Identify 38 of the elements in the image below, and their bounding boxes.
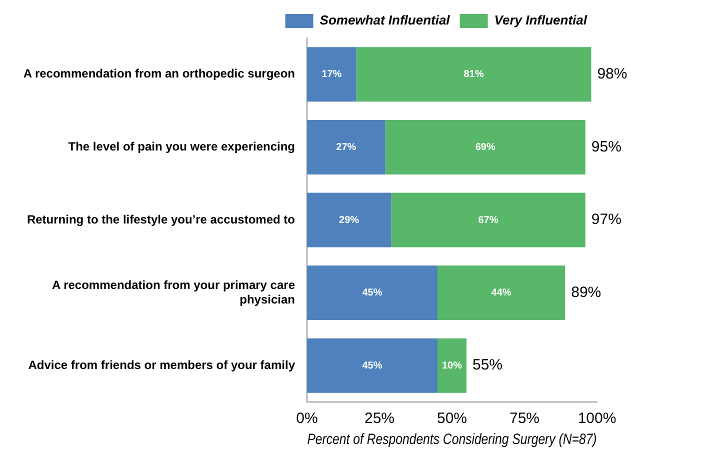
- y-tick-label: A recommendation from an orthopedic surgeon: [23, 66, 295, 81]
- x-axis-title: Percent of Respondents Considering Surgery (N=87): [307, 431, 597, 448]
- bar: [307, 338, 438, 393]
- data-label: 10%: [442, 360, 462, 372]
- data-label: 69%: [475, 142, 496, 153]
- x-tick-label: 0%: [296, 410, 318, 428]
- total-label: 98%: [597, 66, 628, 83]
- data-label: 45%: [362, 360, 382, 372]
- total-label: 97%: [591, 211, 622, 228]
- y-tick-label: Returning to the lifestyle you’re accustomed to: [26, 212, 295, 226]
- bar: [385, 120, 586, 174]
- x-tick-label: 25%: [364, 410, 395, 428]
- y-tick-label: Advice from friends or members of your family: [28, 358, 296, 372]
- bar: [307, 120, 386, 174]
- total-label: 95%: [591, 138, 622, 156]
- data-label: 29%: [339, 214, 360, 226]
- legend-label: Very Influential: [494, 12, 588, 28]
- bar: [307, 266, 438, 320]
- bar: [391, 192, 586, 248]
- bar: [438, 266, 566, 320]
- x-tick-label: 50%: [436, 410, 468, 428]
- legend-label: Somewhat Influential: [320, 12, 450, 28]
- bar: [356, 47, 592, 102]
- data-label: 27%: [336, 142, 356, 153]
- x-tick-label: 100%: [578, 410, 616, 428]
- y-tick-label: A recommendation from your primary care physician: [52, 278, 296, 306]
- data-label: 45%: [362, 288, 382, 299]
- data-label: 81%: [464, 69, 484, 80]
- bar: [307, 192, 392, 248]
- data-label: 17%: [322, 69, 342, 80]
- bar: [307, 47, 356, 102]
- data-label: 44%: [491, 288, 512, 299]
- total-label: 55%: [472, 356, 503, 374]
- x-tick-label: 75%: [509, 410, 540, 428]
- total-label: 89%: [571, 284, 602, 301]
- y-tick-label: The level of pain you were experiencing: [68, 140, 295, 154]
- data-label: 67%: [478, 214, 498, 226]
- bar: [438, 338, 466, 393]
